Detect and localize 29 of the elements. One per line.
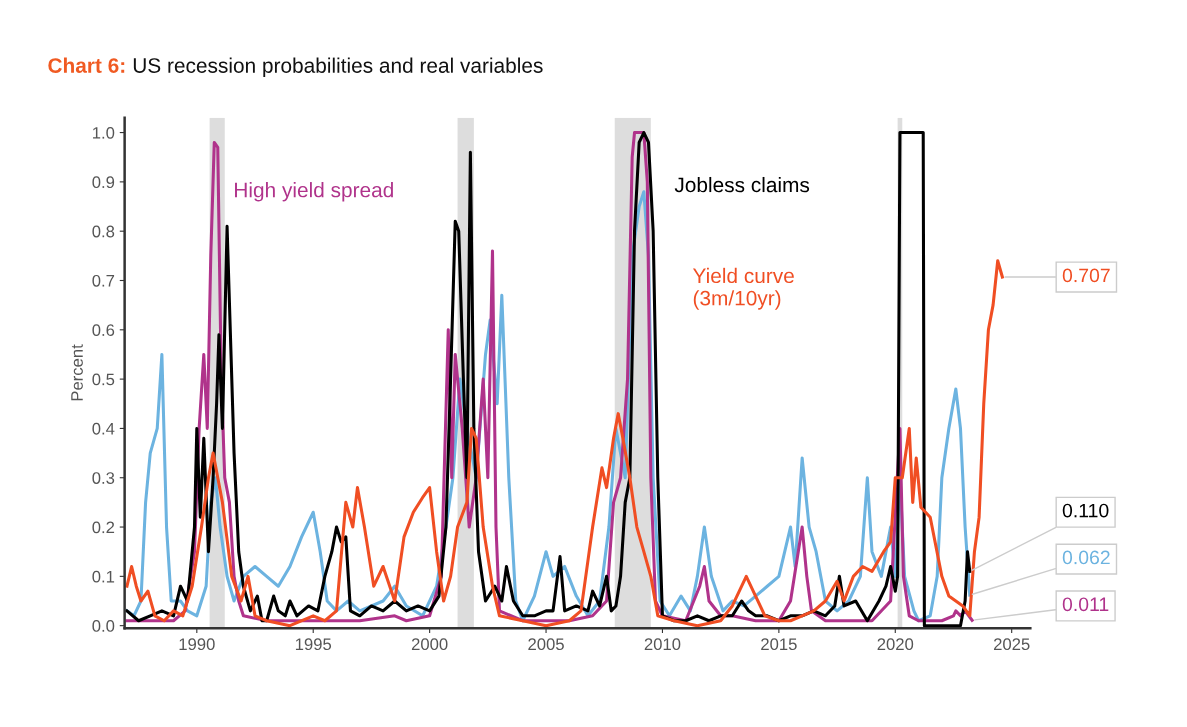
line-series <box>125 259 1004 628</box>
x-tick-label: 2010 <box>644 638 681 651</box>
y-tick-label: 0.4 <box>92 422 115 435</box>
x-tick-label: 2020 <box>877 638 914 651</box>
y-tick-label: 0.9 <box>92 176 115 189</box>
annotation: 0.707 <box>1062 268 1110 283</box>
annotation: 0.011 <box>1062 597 1109 612</box>
y-tick-label: 0.8 <box>92 225 115 238</box>
y-tick-label: 0.1 <box>92 570 115 583</box>
y-tick-label: 1.0 <box>93 126 115 139</box>
text: Yield curve (3m/10yr) <box>692 267 794 310</box>
y-tick-label: 0.6 <box>92 324 115 337</box>
annotation: 0.062 <box>1062 550 1110 565</box>
series-label: High yield spread <box>235 182 393 202</box>
chart-title: Chart 6: US recession probabilities and real variables <box>48 57 543 78</box>
y-tick-label: 0.5 <box>92 373 115 386</box>
x-tick-label: 2015 <box>761 638 797 651</box>
series-label: Jobless claims <box>674 176 810 193</box>
x-tick-label: 1995 <box>295 638 332 651</box>
x-tick-label: 2025 <box>993 638 1030 651</box>
y-tick-label: 0.0 <box>92 620 115 632</box>
y-tick-label: 0.3 <box>92 472 115 484</box>
y-tick-label: 0.7 <box>92 274 115 287</box>
y-tick-label: 0.2 <box>92 521 115 534</box>
x-tick-label: 1990 <box>179 638 215 651</box>
x-tick-label: 2000 <box>411 638 448 651</box>
x-tick-label: 2005 <box>528 638 564 651</box>
y-axis-title: Percent <box>71 344 83 401</box>
annotation: 0.110 <box>1062 503 1109 518</box>
